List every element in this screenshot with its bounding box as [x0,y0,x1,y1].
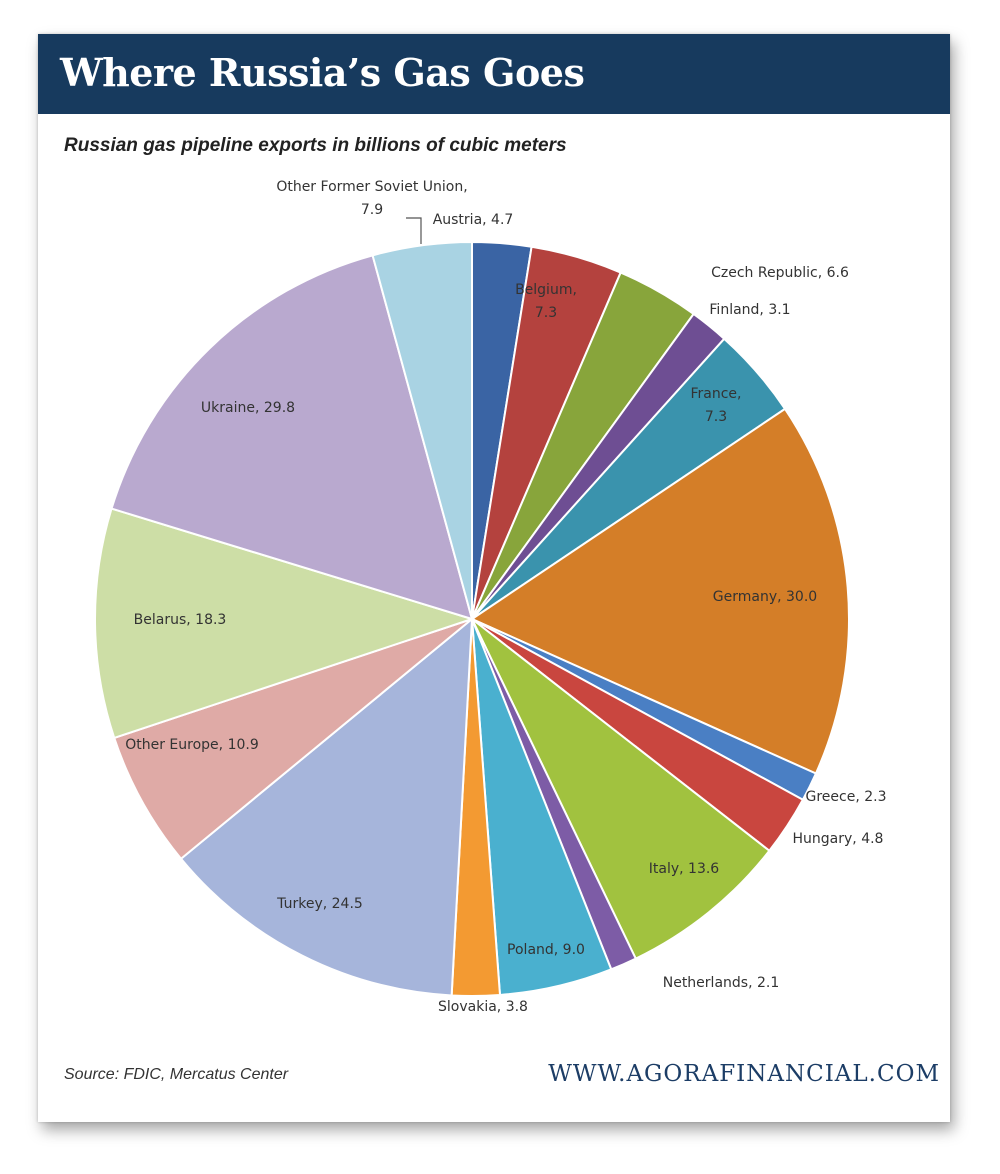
pie-labels: Austria, 4.7 Belgium, 7.3 Czech Republic, 6… [125,179,886,1015]
pie-slice-belarus [94,507,476,740]
data-label-finland: Finland, 3.1 [709,302,790,318]
pie-slice-italy [471,618,771,960]
website-link[interactable]: WWW.AGORAFINANCIAL.COM [548,1061,940,1087]
page-title: Where Russia’s Gas Goes [60,50,585,95]
data-label-greece: Greece, 2.3 [806,789,887,805]
pie-chart: Austria, 4.7 Belgium, 7.3 Czech Republic, 6… [94,179,887,1015]
leader-lines [406,217,422,244]
data-label-netherlands: Netherlands, 2.1 [663,975,780,991]
pie-slice-turkey [179,616,474,997]
pie-slices [94,240,851,997]
data-label-austria: Austria, 4.7 [433,212,514,228]
pie-slice-germany [469,407,851,775]
chart-card: Where Russia’s Gas Goes Russian gas pipe… [38,34,950,1122]
pie-slice-other-former-soviet-union [371,240,473,620]
data-label-ukraine: Ukraine, 29.8 [201,400,295,416]
data-label-belgium: Belgium, 7.3 [515,282,577,321]
pie-slice-other-europe [112,618,473,861]
data-label-germany: Germany, 30.0 [713,589,817,605]
data-label-slovakia: Slovakia, 3.8 [438,999,528,1015]
data-label-turkey: Turkey, 24.5 [276,896,363,912]
data-label-other-former-soviet-union: Other Former Soviet Union, 7.9 [276,179,467,218]
pie-slice-ukraine [110,254,474,621]
data-label-poland: Poland, 9.0 [507,942,585,958]
chart-subtitle: Russian gas pipeline exports in billions… [64,135,567,156]
leader-line-other-former-soviet-union [406,217,422,244]
data-label-hungary: Hungary, 4.8 [793,831,884,847]
data-label-czech-republic: Czech Republic, 6.6 [711,265,849,281]
data-label-belarus: Belarus, 18.3 [134,612,227,628]
data-label-italy: Italy, 13.6 [649,861,720,877]
data-label-other-europe: Other Europe, 10.9 [125,737,259,753]
title-banner: Where Russia’s Gas Goes [38,34,950,114]
source-note: Source: FDIC, Mercatus Center [64,1066,289,1083]
data-label-france: France, 7.3 [690,386,741,425]
